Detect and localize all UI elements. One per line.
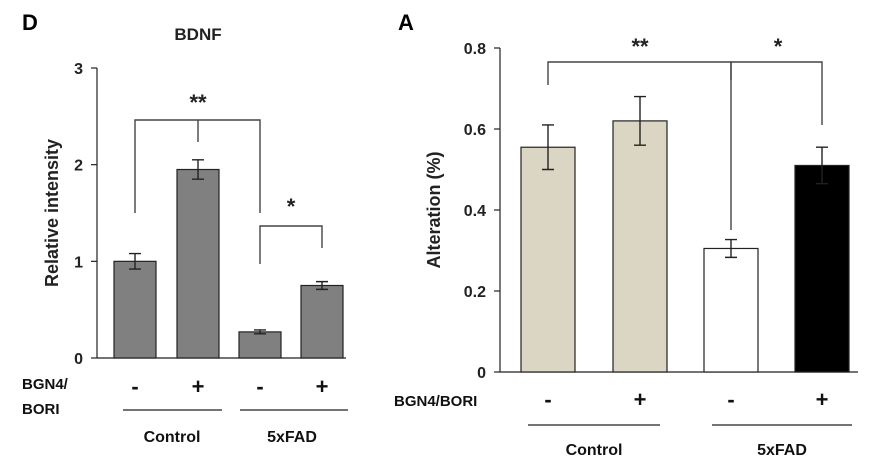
group-label-control: Control [144, 429, 201, 446]
bar-5xfad-minus [703, 247, 759, 373]
significance-label-2: * [774, 34, 783, 59]
treatment-sign: + [192, 374, 205, 399]
error-bar [129, 252, 141, 270]
y-tick-label: 2 [74, 158, 83, 175]
panel-a: A 0 0.2 0.4 0.6 0.8 Alteration (%) ** * BGN4… [394, 10, 858, 459]
significance-label-1: ** [631, 34, 649, 59]
significance-bracket-1 [547, 61, 732, 230]
y-tick-label: 0.4 [464, 203, 486, 220]
panel-d: D BDNF 0 1 2 3 Relative intensity ** * BGN4… [22, 10, 348, 446]
treatment-label-line-2: BORI [22, 401, 60, 418]
y-tick-label: 0.8 [464, 41, 486, 58]
error-bar [254, 329, 266, 335]
significance-label-1: ** [189, 90, 207, 115]
bar-control-minus [520, 146, 576, 373]
treatment-sign: - [544, 387, 551, 412]
treatment-label-line-1: BGN4/ [22, 376, 69, 393]
treatment-sign: - [256, 374, 263, 399]
y-axis-label: Alteration (%) [424, 151, 444, 268]
chart-title: BDNF [174, 25, 221, 44]
y-tick-label: 0 [477, 365, 486, 382]
bar-control-plus [612, 120, 668, 373]
treatment-sign: - [131, 374, 138, 399]
error-bar [634, 95, 646, 146]
group-label-5xfad: 5xFAD [757, 442, 807, 459]
treatment-sign: + [316, 374, 329, 399]
bar-control-minus [113, 260, 157, 359]
error-bar [316, 280, 328, 291]
treatment-sign: + [634, 387, 647, 412]
treatment-sign: - [727, 387, 734, 412]
y-tick-label: 0 [74, 351, 83, 368]
panel-letter-a: A [398, 10, 414, 35]
y-axis-label: Relative intensity [42, 139, 62, 287]
error-bar [816, 146, 828, 185]
y-tick-label: 0.6 [464, 122, 486, 139]
bar-control-plus [176, 168, 220, 359]
error-bar [725, 238, 737, 259]
significance-bracket-2 [730, 61, 823, 125]
significance-label-2: * [287, 194, 296, 219]
bar-5xfad-plus [794, 164, 850, 373]
treatment-label: BGN4/BORI [394, 393, 477, 410]
error-bar [542, 124, 554, 171]
group-label-control: Control [566, 442, 623, 459]
treatment-sign: + [816, 387, 829, 412]
bar-5xfad-plus [300, 284, 344, 359]
y-tick-label: 1 [74, 254, 83, 271]
y-tick-label: 3 [74, 61, 83, 78]
group-label-5xfad: 5xFAD [267, 429, 317, 446]
error-bar [192, 159, 204, 180]
significance-bracket-2 [259, 225, 323, 264]
y-tick-label: 0.2 [464, 284, 486, 301]
panel-letter-d: D [22, 10, 38, 35]
bar-5xfad-minus [238, 331, 282, 359]
